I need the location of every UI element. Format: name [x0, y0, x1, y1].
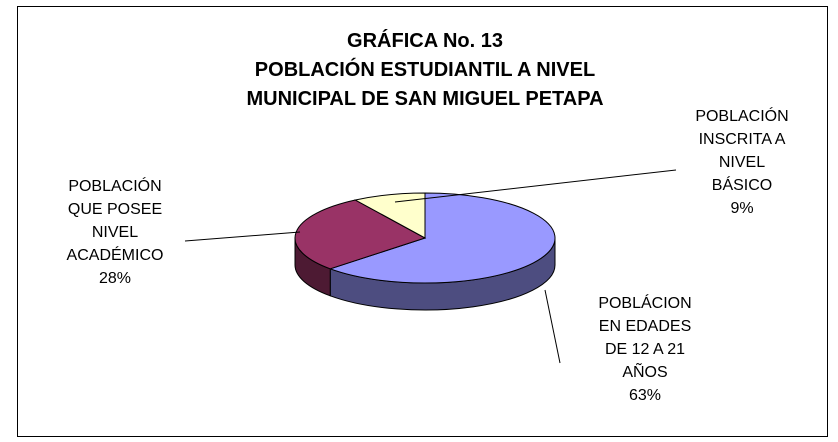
data-label: POBLÁCION EN EDADES DE 12 A 21 AÑOS 63%	[590, 292, 700, 407]
percent-label: 28%	[98, 270, 132, 287]
percent-label: 63%	[628, 387, 662, 404]
percent-label: 9%	[730, 200, 754, 217]
data-label: POBLACIÓN QUE POSEE NIVEL ACADÉMICO 28%	[58, 175, 173, 290]
data-label: POBLACIÓN INSCRITA A NIVEL BÁSICO 9%	[692, 105, 792, 220]
chart-subtitle: POBLACIÓN ESTUDIANTIL A NIVEL MUNICIPAL …	[246, 59, 604, 110]
category-label: POBLÁCION EN EDADES DE 12 A 21 AÑOS	[598, 295, 692, 381]
leader-line	[544, 289, 561, 364]
chart-title: GRÁFICA No. 13	[347, 30, 503, 52]
slice	[328, 192, 556, 284]
leader-line	[394, 169, 677, 203]
slice	[353, 192, 426, 239]
category-label: POBLACIÓN INSCRITA A NIVEL BÁSICO	[695, 108, 789, 194]
category-label: POBLACIÓN QUE POSEE NIVEL ACADÉMICO	[66, 178, 164, 264]
leader-line	[184, 231, 301, 242]
